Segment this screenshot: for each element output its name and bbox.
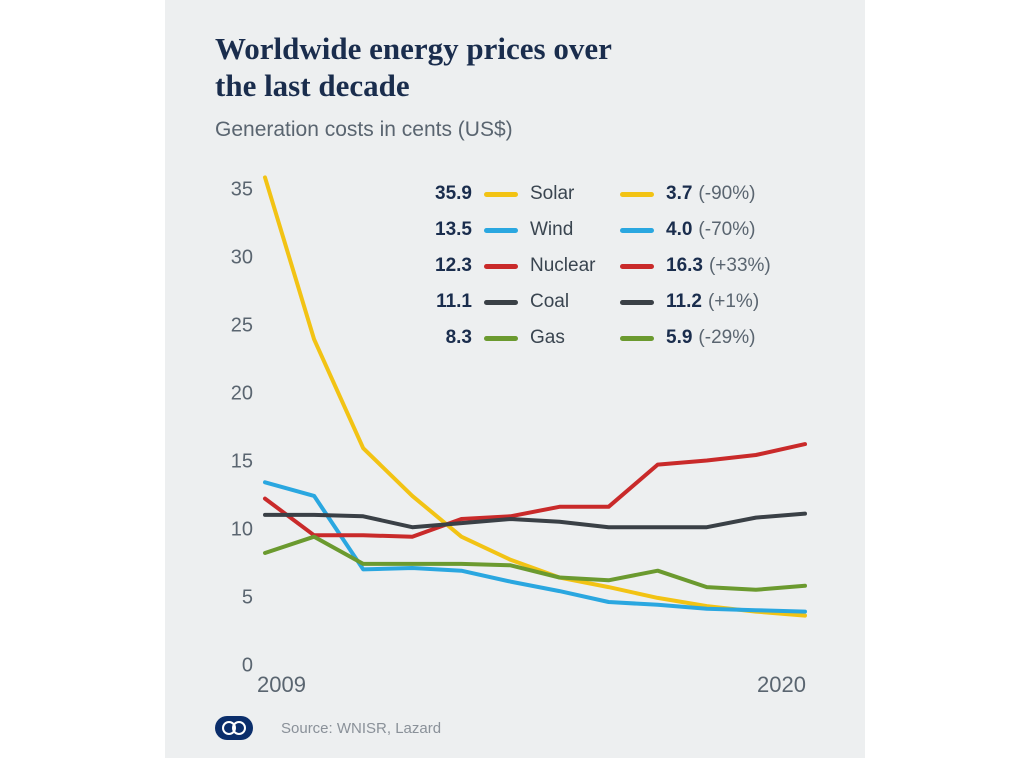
- chart-card: Worldwide energy prices over the last de…: [165, 0, 865, 758]
- legend-pct-change: (-90%): [698, 183, 755, 205]
- legend-start-value: 11.1: [420, 291, 472, 313]
- legend-swatch-icon: [620, 264, 654, 269]
- legend-end-value: 5.9: [666, 327, 692, 349]
- legend-swatch-icon: [620, 228, 654, 233]
- legend-start-value: 13.5: [420, 219, 472, 241]
- x-tick-label: 2009: [257, 672, 306, 698]
- legend-swatch-icon: [484, 264, 518, 269]
- legend-swatch-icon: [484, 228, 518, 233]
- series-line-coal: [265, 514, 805, 528]
- y-tick-label: 35: [231, 178, 253, 201]
- footer: Source: WNISR, Lazard: [215, 716, 441, 740]
- legend-row-coal: 11.1 Coal 11.2 (+1%): [420, 284, 771, 320]
- legend-pct-change: (-29%): [698, 327, 755, 349]
- legend-end-value: 3.7: [666, 183, 692, 205]
- y-tick-label: 10: [231, 519, 253, 542]
- plot-area: 35.9 Solar 3.7 (-90%) 13.5 Wind 4.0 (-70%) 12.3 N…: [265, 176, 805, 666]
- legend-row-wind: 13.5 Wind 4.0 (-70%): [420, 212, 771, 248]
- dw-logo-icon: [215, 716, 253, 740]
- y-tick-label: 25: [231, 315, 253, 338]
- legend-swatch-icon: [484, 336, 518, 341]
- y-tick-label: 5: [242, 587, 253, 610]
- y-tick-label: 0: [242, 655, 253, 678]
- legend-pct-change: (+1%): [708, 291, 759, 313]
- legend-start-value: 35.9: [420, 183, 472, 205]
- y-tick-label: 30: [231, 247, 253, 270]
- legend-start-value: 12.3: [420, 255, 472, 277]
- legend-series-name: Nuclear: [530, 255, 608, 277]
- legend-swatch-icon: [620, 300, 654, 305]
- legend-swatch-icon: [484, 300, 518, 305]
- legend-end-value: 4.0: [666, 219, 692, 241]
- legend-series-name: Solar: [530, 183, 608, 205]
- legend-row-nuclear: 12.3 Nuclear 16.3 (+33%): [420, 248, 771, 284]
- y-tick-label: 20: [231, 383, 253, 406]
- legend-end-value: 11.2: [666, 291, 702, 313]
- legend-swatch-icon: [620, 336, 654, 341]
- legend: 35.9 Solar 3.7 (-90%) 13.5 Wind 4.0 (-70%) 12.3 N…: [420, 176, 771, 356]
- chart-subtitle: Generation costs in cents (US$): [215, 118, 825, 142]
- chart-title: Worldwide energy prices over the last de…: [215, 30, 825, 104]
- legend-row-solar: 35.9 Solar 3.7 (-90%): [420, 176, 771, 212]
- series-line-wind: [265, 483, 805, 612]
- legend-row-gas: 8.3 Gas 5.9 (-29%): [420, 320, 771, 356]
- legend-end-value: 16.3: [666, 255, 703, 277]
- title-line-1: Worldwide energy prices over: [215, 31, 612, 66]
- legend-swatch-icon: [484, 192, 518, 197]
- legend-series-name: Gas: [530, 327, 608, 349]
- source-label: Source: WNISR, Lazard: [281, 720, 441, 737]
- legend-swatch-icon: [620, 192, 654, 197]
- legend-start-value: 8.3: [420, 327, 472, 349]
- legend-pct-change: (+33%): [709, 255, 771, 277]
- title-line-2: the last decade: [215, 68, 410, 103]
- chart-area: 0 5 10 15 20 25 30 35 2009 2020 35.9 Solar 3.7 (-90…: [215, 176, 815, 696]
- legend-series-name: Coal: [530, 291, 608, 313]
- x-tick-label: 2020: [757, 672, 806, 698]
- legend-series-name: Wind: [530, 219, 608, 241]
- y-tick-label: 15: [231, 451, 253, 474]
- legend-pct-change: (-70%): [698, 219, 755, 241]
